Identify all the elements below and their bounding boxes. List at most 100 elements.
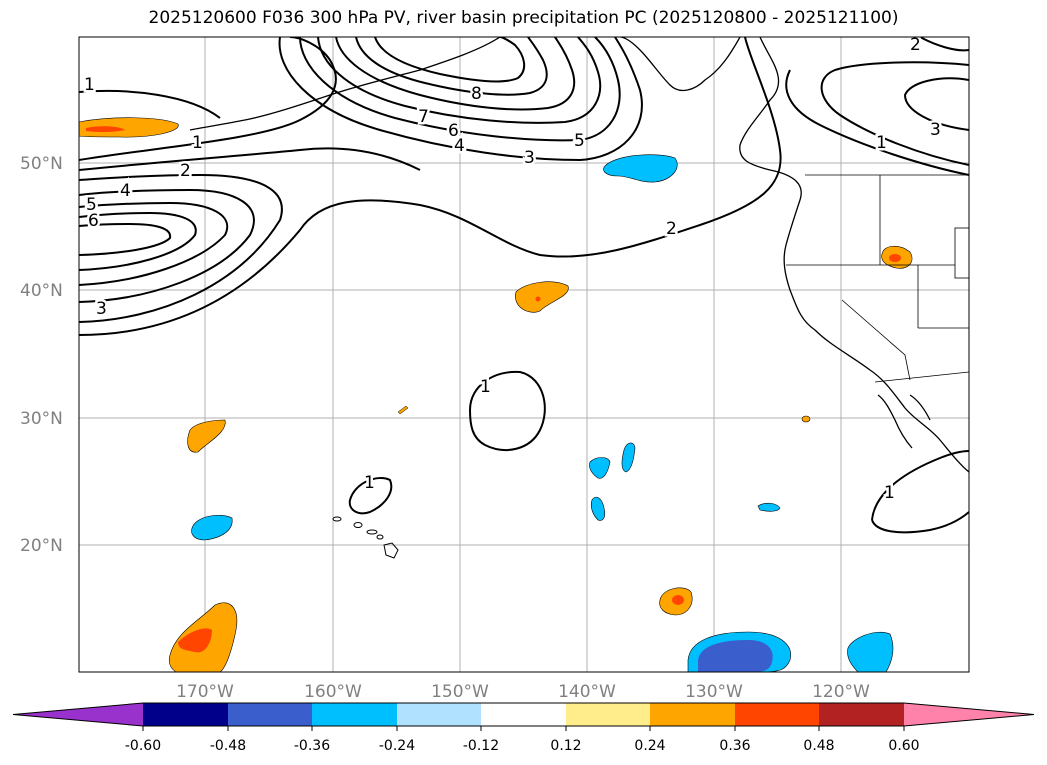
colorbar-bin <box>143 703 228 726</box>
precip-core-10n-128w <box>698 640 773 672</box>
pv-contour-2-ne <box>820 61 969 166</box>
precip-area-nw <box>79 117 179 138</box>
political-borders <box>786 174 969 383</box>
precip-negative-areas <box>191 154 894 672</box>
pv-contour-1-ne <box>785 69 969 176</box>
colorbar-bin <box>566 703 650 726</box>
pv-contour-7-north <box>355 37 548 96</box>
lon-label-140w: 140°W <box>558 682 616 702</box>
precip-area-28n-170w <box>187 419 226 453</box>
pv-contour-3-ne <box>903 77 969 131</box>
pv-label: 1 <box>192 133 203 153</box>
lat-label-20n: 20°N <box>20 536 63 556</box>
precip-core-12n-170w <box>178 628 212 653</box>
island-maui <box>376 534 384 540</box>
colorbar: -0.60 -0.48 -0.36 -0.24 -0.12 0.12 0.24 … <box>12 702 1035 754</box>
longitude-labels: 170°W 160°W 150°W 140°W 130°W 120°W <box>176 682 870 702</box>
colorbar-label: 0.36 <box>719 738 750 754</box>
pv-label: 2 <box>180 161 191 181</box>
lon-label-150w: 150°W <box>431 682 489 702</box>
precip-core-nw <box>86 126 125 132</box>
colorbar-label: -0.60 <box>125 738 161 754</box>
pv-contour-6-west <box>79 211 197 271</box>
pv-label: 5 <box>574 131 585 151</box>
pv-contour-1-north <box>79 37 337 161</box>
colorbar-bin <box>819 703 904 726</box>
pv-contour-labels: 1 1 2 4 5 6 3 8 7 6 4 3 5 2 2 3 1 1 1 1 <box>82 37 944 506</box>
pv-contour-3-west <box>79 173 283 323</box>
lon-label-160w: 160°W <box>304 682 362 702</box>
colorbar-extend-high <box>904 703 1034 726</box>
pv-label: 1 <box>876 133 887 153</box>
map-frame <box>78 36 970 673</box>
colorbar-label: 0.24 <box>634 738 665 754</box>
pv-label: 6 <box>448 121 459 141</box>
lat-label-30n: 30°N <box>20 409 63 429</box>
colorbar-bin <box>228 703 312 726</box>
lat-label-50n: 50°N <box>20 154 63 174</box>
pv-contour-1-se <box>871 450 969 521</box>
colorbar-bin <box>397 703 481 726</box>
pv-label: 6 <box>88 211 99 231</box>
pv-label: 3 <box>524 148 535 168</box>
precip-area-27n-137w <box>621 442 636 473</box>
pv-contour-1-nw <box>79 89 221 119</box>
island-molokai <box>366 529 378 535</box>
pv-contour-5-west <box>79 201 228 286</box>
border-utah-box <box>954 227 969 279</box>
pv-contour-5-north <box>317 37 602 124</box>
pv-contour-8-north <box>374 37 526 83</box>
precip-core-nevada <box>889 254 901 262</box>
colorbar-ticks <box>142 726 905 731</box>
precip-dot-31n-155w <box>397 405 409 415</box>
pv-contour-1-30n <box>468 370 546 451</box>
latitude-labels: 50°N 40°N 30°N 20°N <box>20 154 63 556</box>
pv-contour-4-west <box>79 188 255 303</box>
colorbar-label: -0.24 <box>379 738 415 754</box>
lon-label-120w: 120°W <box>812 682 870 702</box>
precip-positive-areas <box>79 117 913 672</box>
pv-contour-6-north <box>335 37 576 111</box>
precip-dot-30n-123w <box>801 415 811 423</box>
precip-area-23n-139w <box>590 496 606 521</box>
baja-coast <box>877 394 913 449</box>
alaska-coast <box>619 37 741 92</box>
pv-contour-1-hawaii <box>348 477 393 515</box>
lon-label-170w: 170°W <box>176 682 234 702</box>
pv-label: 8 <box>471 84 482 104</box>
border-us-mexico <box>874 371 969 383</box>
map-background <box>79 37 969 672</box>
pv-contour-2-main <box>79 37 782 336</box>
colorbar-label: -0.12 <box>463 738 499 754</box>
pv-label: 3 <box>96 299 107 319</box>
colorbar-bin <box>650 703 735 726</box>
pv-label: 2 <box>666 219 677 239</box>
pv-contour-1-se-lower <box>871 511 969 534</box>
pv-contour-4-north <box>299 37 621 142</box>
gulf-coast <box>909 394 931 421</box>
pv-label: 3 <box>930 120 941 140</box>
pv-label: 4 <box>120 181 131 201</box>
pv-contours <box>79 37 969 534</box>
border-california-nevada <box>841 299 911 381</box>
colorbar-label: -0.36 <box>294 738 330 754</box>
map-title: 2025120600 F036 300 hPa PV, river basin … <box>148 8 899 28</box>
map-content: 1 1 2 4 5 6 3 8 7 6 4 3 5 2 2 3 1 1 1 1 <box>79 37 969 672</box>
colorbar-label: -0.48 <box>210 738 246 754</box>
pv-contour-2-ne-top <box>919 37 969 52</box>
precip-area-40n-145w <box>515 281 569 313</box>
colorbar-labels: -0.60 -0.48 -0.36 -0.24 -0.12 0.12 0.24 … <box>125 738 920 754</box>
pv-label: 1 <box>84 75 95 95</box>
pv-contour-7-west <box>79 222 172 256</box>
lat-label-40n: 40°N <box>20 281 63 301</box>
pv-label: 1 <box>480 377 491 397</box>
colorbar-bin <box>481 703 566 726</box>
precip-core-40n-145w <box>535 296 541 302</box>
colorbar-label: 0.12 <box>550 738 581 754</box>
colorbar-label: 0.48 <box>803 738 834 754</box>
colorbar-bin <box>735 703 819 726</box>
precip-area-23n-126w <box>757 502 781 512</box>
precip-area-26n-139w <box>589 457 611 479</box>
pv-label: 1 <box>364 473 375 493</box>
